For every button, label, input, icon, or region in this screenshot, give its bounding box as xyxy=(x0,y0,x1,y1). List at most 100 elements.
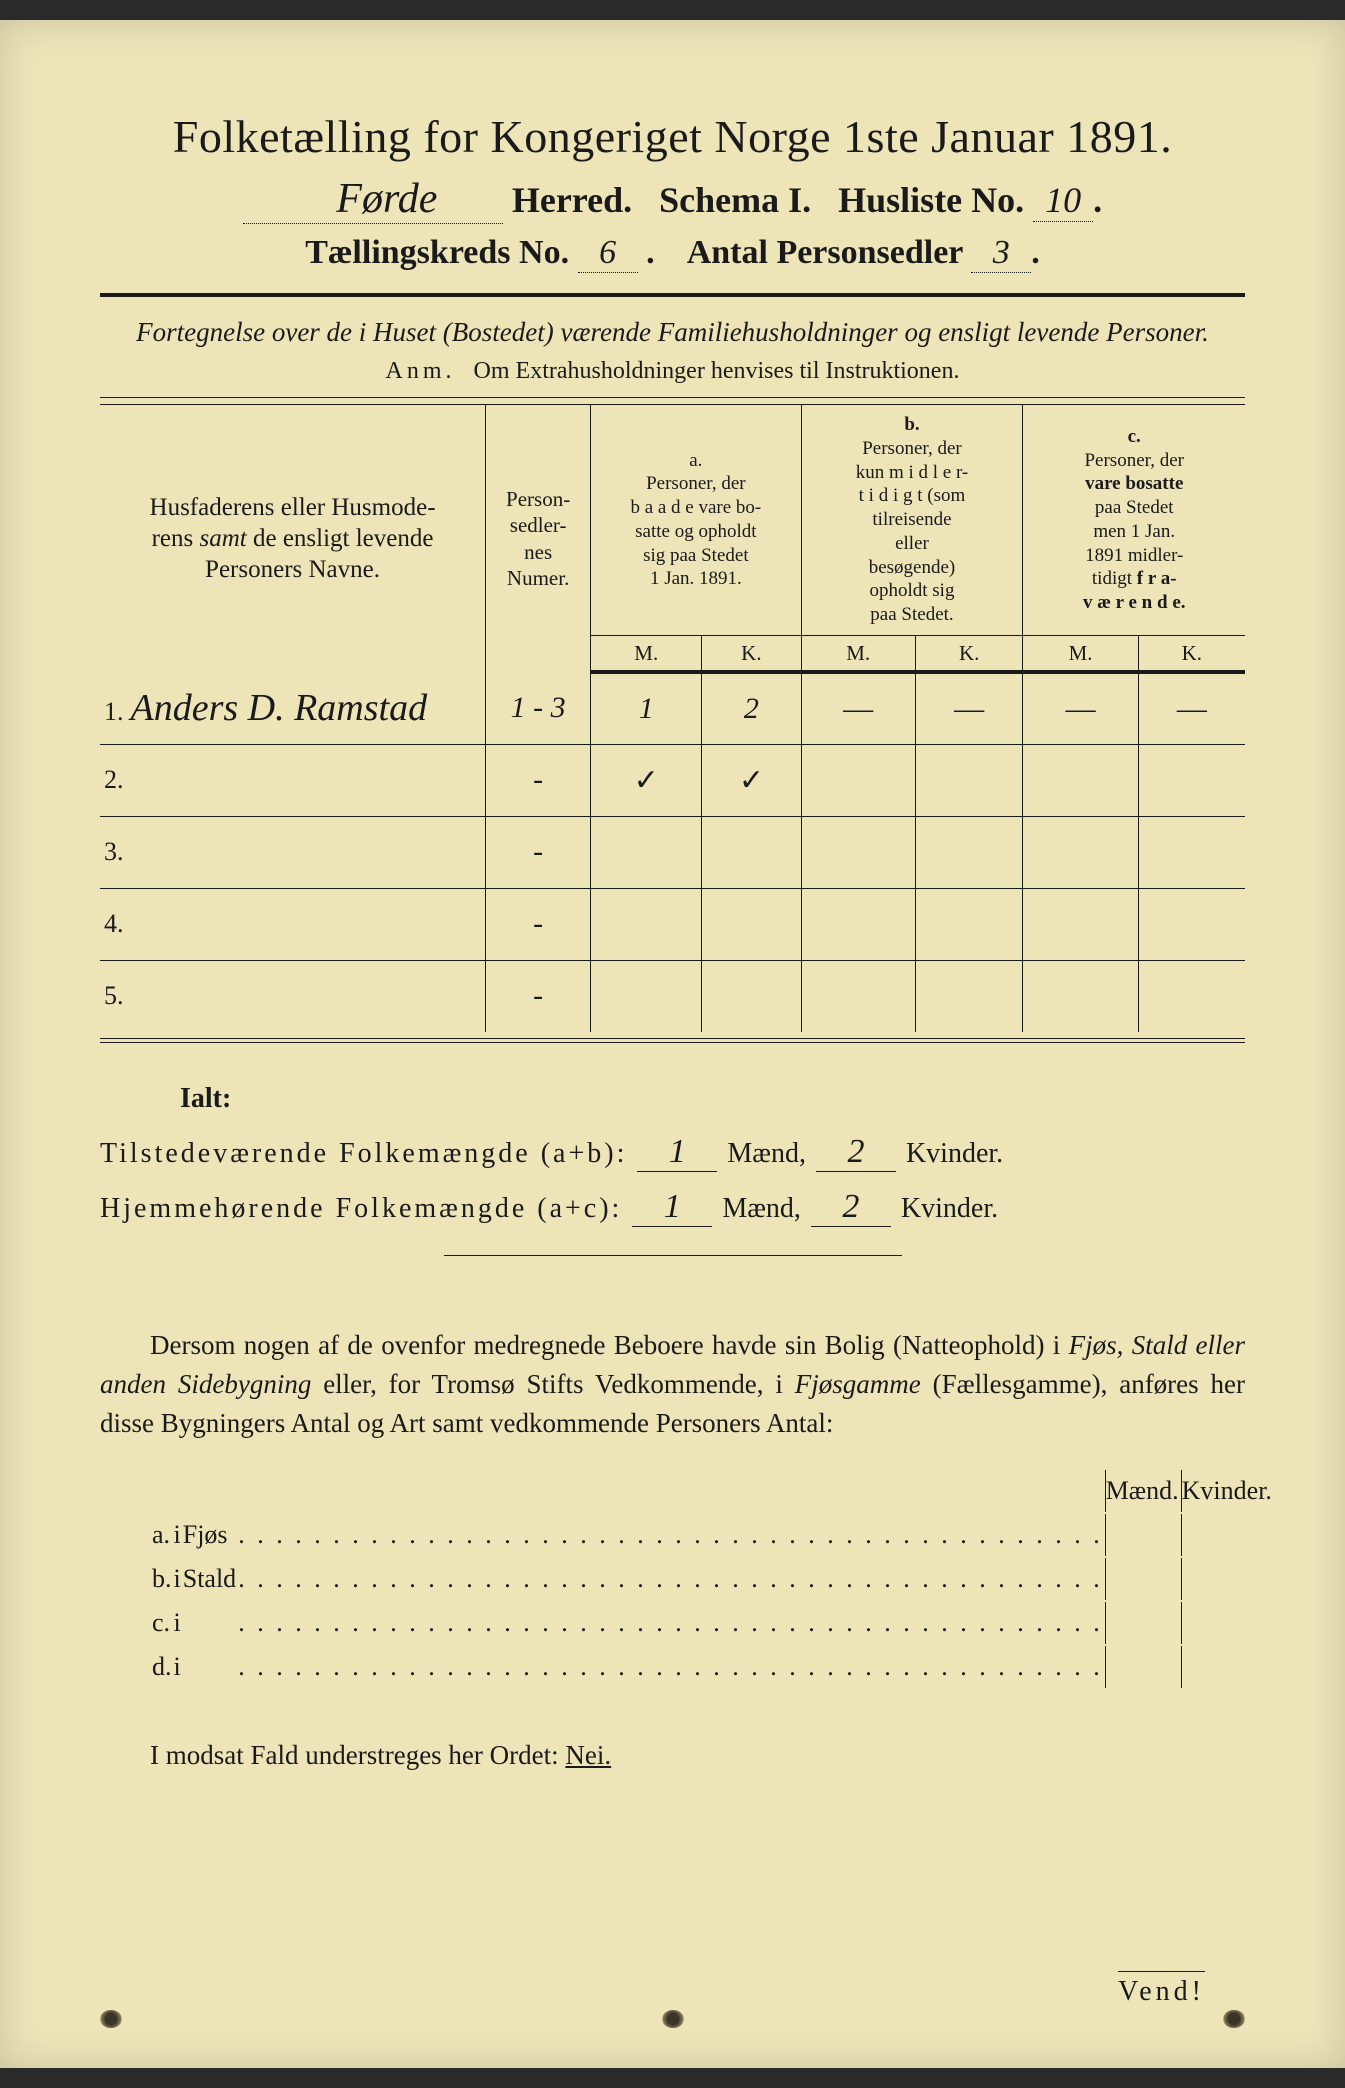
cell-cm xyxy=(1023,816,1138,888)
dots xyxy=(238,1514,1103,1556)
rule-short xyxy=(444,1255,902,1256)
cell-ck xyxy=(1138,960,1245,1032)
col-c: c. Personer, dervare bosattepaa Stedetme… xyxy=(1023,405,1245,636)
anm-text: Om Extrahusholdninger henvises til Instr… xyxy=(474,358,960,384)
cell-ck xyxy=(1138,888,1245,960)
title-line3: Tællingskreds No. 6 . Antal Personsedler… xyxy=(100,234,1245,287)
husliste-value: 10 xyxy=(1033,179,1093,222)
body-paragraph: Dersom nogen af de ovenfor medregnede Be… xyxy=(100,1326,1245,1443)
cell-ck xyxy=(1138,744,1245,816)
cell-am: 1 xyxy=(591,672,702,744)
byg-m xyxy=(1105,1646,1179,1688)
herred-value: Førde xyxy=(243,175,503,224)
title-line2: Førde Herred. Schema I. Husliste No. 10. xyxy=(100,175,1245,224)
table-row: 3. - xyxy=(100,816,1245,888)
table-body: 1. Anders D. Ramstad 1 - 3 1 2 — — — — 2… xyxy=(100,672,1245,1032)
cell-cm xyxy=(1023,960,1138,1032)
hole-icon xyxy=(1223,2010,1245,2028)
mk-ck: K. xyxy=(1138,635,1245,672)
nei-word: Nei. xyxy=(565,1740,611,1770)
vend-label: Vend! xyxy=(1118,1971,1205,2008)
byg-kvinder: Kvinder. xyxy=(1181,1470,1272,1512)
cell-bk xyxy=(915,888,1023,960)
ab-maend: 1 xyxy=(637,1133,717,1172)
cell-ak: 2 xyxy=(702,672,801,744)
cell-bm xyxy=(801,888,915,960)
cell-name: 3. xyxy=(100,816,486,888)
totals-row-ab: Tilstedeværende Folkemængde (a+b): 1 Mæn… xyxy=(100,1133,1245,1172)
kreds-label: Tællingskreds No. xyxy=(305,234,569,271)
cell-ak xyxy=(702,888,801,960)
schema-label: Schema I. xyxy=(659,180,811,220)
byg-m xyxy=(1105,1514,1179,1556)
cell-bk xyxy=(915,960,1023,1032)
cell-ck: — xyxy=(1138,672,1245,744)
main-table: Husfaderens eller Husmode-rens samt de e… xyxy=(100,404,1245,1032)
cell-bm xyxy=(801,960,915,1032)
cell-bm xyxy=(801,744,915,816)
herred-label: Herred. xyxy=(512,180,632,220)
rule xyxy=(100,1042,1245,1043)
mk-bk: K. xyxy=(915,635,1023,672)
subtitle-anm: Anm. Om Extrahusholdninger henvises til … xyxy=(100,358,1245,385)
col-b: b. Personer, derkun m i d l e r-t i d i … xyxy=(801,405,1023,636)
rule xyxy=(100,397,1245,398)
ialt-label: Ialt: xyxy=(180,1083,1245,1115)
cell-ak xyxy=(702,816,801,888)
byg-row: b. i Stald xyxy=(102,1558,1272,1600)
byg-row: d. i xyxy=(102,1646,1272,1688)
mk-bm: M. xyxy=(801,635,915,672)
cell-sed: - xyxy=(486,744,591,816)
byg-header: Mænd. Kvinder. xyxy=(102,1470,1272,1512)
cell-bm xyxy=(801,816,915,888)
byg-k xyxy=(1181,1646,1272,1688)
byg-m xyxy=(1105,1602,1179,1644)
cell-ck xyxy=(1138,816,1245,888)
antal-label: Antal Personsedler xyxy=(687,234,963,271)
ac-maend: 1 xyxy=(632,1188,712,1227)
nei-line: I modsat Fald understreges her Ordet: Ne… xyxy=(100,1740,1245,1771)
census-form-page: Folketælling for Kongeriget Norge 1ste J… xyxy=(0,20,1345,2068)
rule xyxy=(100,293,1245,297)
husliste-label: Husliste No. xyxy=(838,180,1024,220)
mk-ak: K. xyxy=(702,635,801,672)
cell-name: 1. Anders D. Ramstad xyxy=(100,672,486,744)
binding-holes xyxy=(100,2010,1245,2028)
title-main: Folketælling for Kongeriget Norge 1ste J… xyxy=(100,110,1245,163)
cell-sed: - xyxy=(486,960,591,1032)
cell-bk: — xyxy=(915,672,1023,744)
totals-block: Ialt: Tilstedeværende Folkemængde (a+b):… xyxy=(100,1083,1245,1227)
cell-cm: — xyxy=(1023,672,1138,744)
cell-bm: — xyxy=(801,672,915,744)
table-row: 2. - ✓ ✓ xyxy=(100,744,1245,816)
cell-cm xyxy=(1023,744,1138,816)
table-row: 1. Anders D. Ramstad 1 - 3 1 2 — — — — xyxy=(100,672,1245,744)
col-names: Husfaderens eller Husmode-rens samt de e… xyxy=(100,405,486,673)
kreds-value: 6 xyxy=(578,234,638,273)
totals-row-ac: Hjemmehørende Folkemængde (a+c): 1 Mænd,… xyxy=(100,1188,1245,1227)
dots xyxy=(238,1646,1103,1688)
col-a: a. Personer, derb a a d e vare bo-satte … xyxy=(591,405,801,636)
cell-sed: 1 - 3 xyxy=(486,672,591,744)
cell-am xyxy=(591,888,702,960)
building-table: Mænd. Kvinder. a. i Fjøs b. i Stald c. i xyxy=(100,1468,1274,1690)
antal-value: 3 xyxy=(971,234,1031,273)
hole-icon xyxy=(662,2010,684,2028)
dots xyxy=(238,1558,1103,1600)
col-sedler: Person-sedler-nesNumer. xyxy=(486,405,591,673)
hole-icon xyxy=(100,2010,122,2028)
ac-kvinder: 2 xyxy=(811,1188,891,1227)
cell-bk xyxy=(915,816,1023,888)
cell-name: 4. xyxy=(100,888,486,960)
byg-k xyxy=(1181,1514,1272,1556)
cell-name: 2. xyxy=(100,744,486,816)
cell-am xyxy=(591,816,702,888)
ab-kvinder: 2 xyxy=(816,1133,896,1172)
byg-row: c. i xyxy=(102,1602,1272,1644)
byg-k xyxy=(1181,1602,1272,1644)
cell-bk xyxy=(915,744,1023,816)
mk-cm: M. xyxy=(1023,635,1138,672)
subtitle-italic: Fortegnelse over de i Huset (Bostedet) v… xyxy=(100,315,1245,350)
cell-name: 5. xyxy=(100,960,486,1032)
cell-ak xyxy=(702,960,801,1032)
